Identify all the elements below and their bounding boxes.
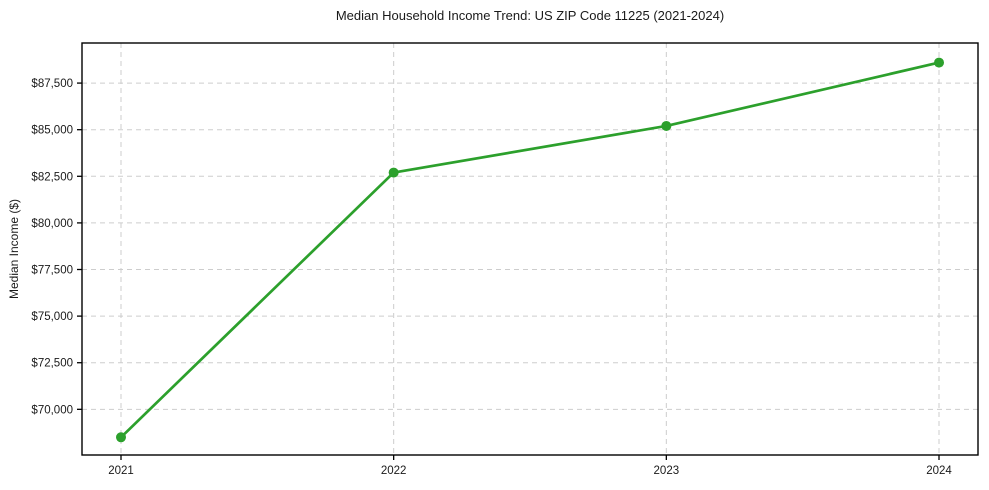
y-tick-label: $87,500: [31, 78, 73, 90]
data-point: [934, 57, 944, 68]
y-tick-label: $75,000: [31, 311, 73, 323]
x-tick-label: 2021: [108, 465, 134, 477]
y-tick-label: $85,000: [31, 125, 73, 137]
chart-title: Median Household Income Trend: US ZIP Co…: [335, 8, 725, 23]
y-axis-title: Median Income ($): [7, 198, 21, 300]
data-point: [661, 120, 672, 131]
data-point: [388, 167, 399, 178]
data-point: [116, 432, 126, 443]
x-tick-label: 2024: [926, 465, 952, 477]
y-tick-label: $77,500: [31, 265, 73, 277]
y-tick-label: $72,500: [31, 358, 73, 370]
y-tick-label: $70,000: [31, 404, 73, 416]
plot-border: [81, 42, 979, 456]
data-line: [119, 61, 941, 439]
y-tick-label: $82,500: [31, 171, 73, 183]
x-tick-label: 2023: [654, 465, 680, 477]
y-tick-label: $80,000: [31, 218, 73, 230]
x-tick-label: 2022: [381, 465, 407, 477]
